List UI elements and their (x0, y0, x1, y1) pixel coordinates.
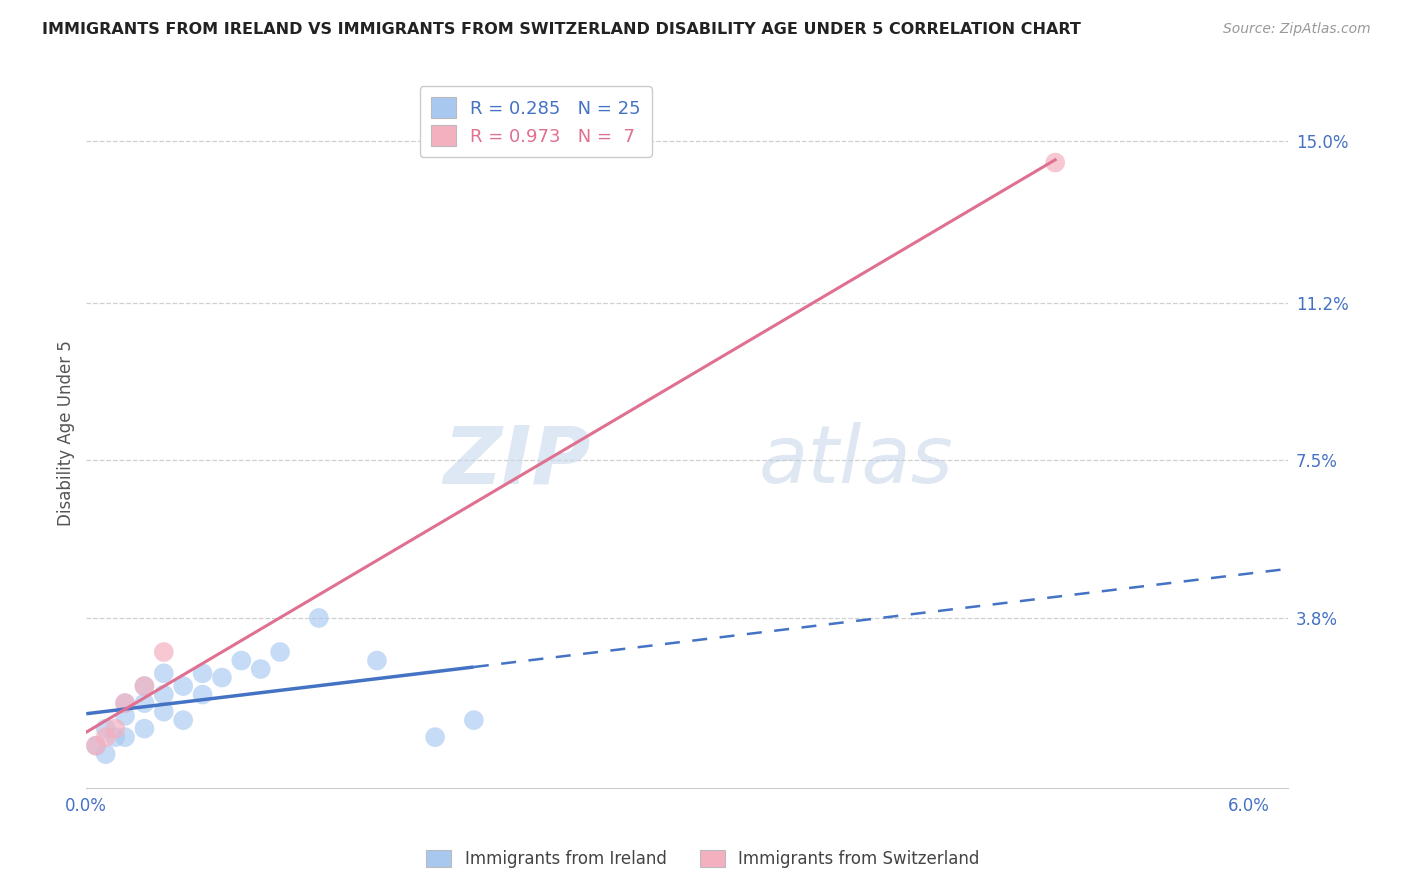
Point (104, 730, 127, 744)
Point (172, 713, 194, 727)
Point (231, 654, 253, 668)
Y-axis label: Disability Age Under 5: Disability Age Under 5 (58, 340, 75, 525)
Point (94, 747, 117, 761)
Point (211, 671, 233, 685)
Legend: Immigrants from Ireland, Immigrants from Switzerland: Immigrants from Ireland, Immigrants from… (420, 843, 986, 875)
Point (153, 688, 176, 702)
Point (134, 696, 156, 710)
Point (249, 662, 271, 676)
Point (114, 709, 136, 723)
Point (269, 645, 291, 659)
Point (191, 666, 214, 681)
Point (153, 666, 176, 681)
Point (104, 722, 127, 736)
Point (423, 730, 446, 744)
Point (463, 713, 485, 727)
Text: IMMIGRANTS FROM IRELAND VS IMMIGRANTS FROM SWITZERLAND DISABILITY AGE UNDER 5 CO: IMMIGRANTS FROM IRELAND VS IMMIGRANTS FR… (42, 22, 1081, 37)
Point (114, 696, 136, 710)
Point (84, 739, 107, 753)
Point (1043, 155, 1066, 169)
Point (172, 679, 194, 693)
Point (94, 730, 117, 744)
Point (94, 722, 117, 736)
Legend: R = 0.285   N = 25, R = 0.973   N =  7: R = 0.285 N = 25, R = 0.973 N = 7 (420, 87, 652, 157)
Point (84, 739, 107, 753)
Point (114, 696, 136, 710)
Point (134, 679, 156, 693)
Point (114, 730, 136, 744)
Point (153, 645, 176, 659)
Text: Source: ZipAtlas.com: Source: ZipAtlas.com (1223, 22, 1371, 37)
Text: ZIP: ZIP (443, 422, 591, 500)
Point (134, 679, 156, 693)
Point (153, 705, 176, 719)
Point (134, 722, 156, 736)
Point (191, 688, 214, 702)
Text: atlas: atlas (759, 422, 953, 500)
Point (366, 654, 388, 668)
Point (308, 611, 330, 625)
